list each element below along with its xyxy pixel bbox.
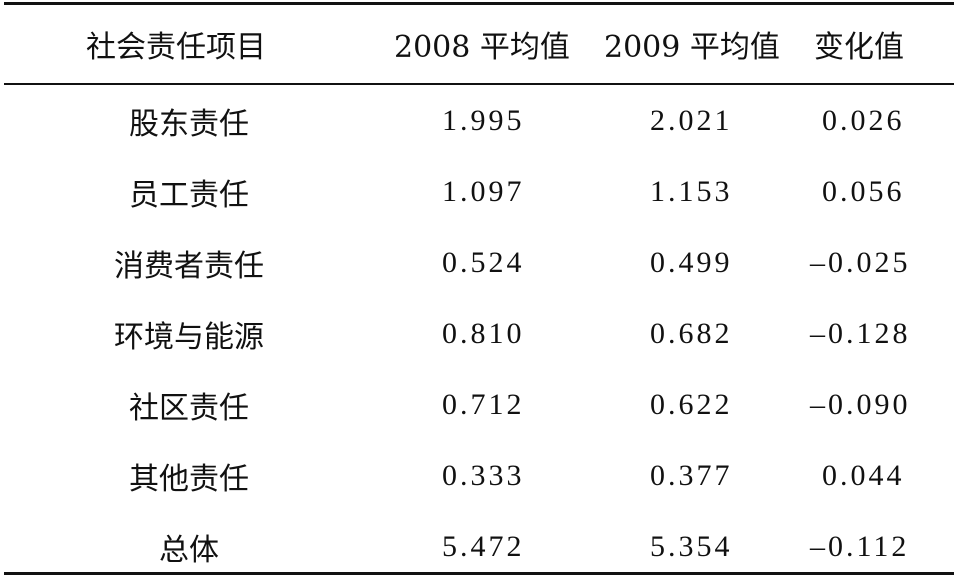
row-change-value: 0.026 (822, 103, 905, 137)
table-row: 环境与能源 0.810 0.682 –0.128 (4, 298, 954, 369)
table-row: 员工责任 1.097 1.153 0.056 (4, 156, 954, 227)
row-2009-value: 0.682 (650, 316, 733, 350)
table-row: 总体 5.472 5.354 –0.112 (4, 511, 954, 582)
row-item: 总体 (159, 532, 219, 568)
row-item: 其他责任 (129, 461, 249, 497)
csr-table-container: 社会责任项目 2008 平均值 2009 平均值 变化值 股东责任 1.995 … (4, 0, 954, 584)
row-change-value: –0.025 (810, 245, 911, 279)
header-2008-label: 平均值 (479, 30, 570, 65)
row-change-value: 0.056 (822, 174, 905, 208)
header-item: 社会责任项目 (86, 30, 266, 65)
row-2008-value: 0.333 (442, 458, 525, 492)
row-2009-value: 1.153 (650, 174, 733, 208)
header-change: 变化值 (814, 30, 904, 65)
row-2008-value: 1.995 (442, 103, 525, 137)
row-change-value: 0.044 (822, 458, 905, 492)
row-2009-value: 0.499 (650, 245, 733, 279)
row-2009-value: 0.622 (650, 387, 733, 421)
row-change-value: –0.128 (810, 316, 911, 350)
header-2009-label: 平均值 (689, 30, 780, 65)
header-rule (4, 83, 954, 85)
row-item: 社区责任 (129, 390, 249, 426)
row-item: 消费者责任 (114, 248, 264, 284)
row-2008-value: 0.524 (442, 245, 525, 279)
row-item: 环境与能源 (114, 319, 264, 355)
row-change-value: –0.090 (810, 387, 911, 421)
row-2008-value: 0.712 (442, 387, 525, 421)
top-rule (4, 2, 954, 5)
row-item: 股东责任 (129, 106, 249, 142)
header-row: 社会责任项目 2008 平均值 2009 平均值 变化值 (4, 5, 954, 83)
header-2008-year: 2008 (394, 30, 471, 65)
header-2009: 2009 平均值 (592, 5, 792, 83)
row-item: 员工责任 (129, 177, 249, 213)
row-2008-value: 5.472 (442, 529, 525, 563)
table-row: 消费者责任 0.524 0.499 –0.025 (4, 227, 954, 298)
csr-table: 社会责任项目 2008 平均值 2009 平均值 变化值 股东责任 1.995 … (4, 5, 954, 582)
row-2009-value: 0.377 (650, 458, 733, 492)
row-change-value: –0.112 (810, 529, 910, 563)
row-2008-value: 0.810 (442, 316, 525, 350)
bottom-rule (4, 572, 954, 575)
row-2009-value: 2.021 (650, 103, 733, 137)
row-2009-value: 5.354 (650, 529, 733, 563)
table-row: 社区责任 0.712 0.622 –0.090 (4, 369, 954, 440)
header-2008: 2008 平均值 (374, 5, 592, 83)
row-2008-value: 1.097 (442, 174, 525, 208)
table-row: 股东责任 1.995 2.021 0.026 (4, 83, 954, 156)
table-row: 其他责任 0.333 0.377 0.044 (4, 440, 954, 511)
header-2009-year: 2009 (604, 30, 681, 65)
